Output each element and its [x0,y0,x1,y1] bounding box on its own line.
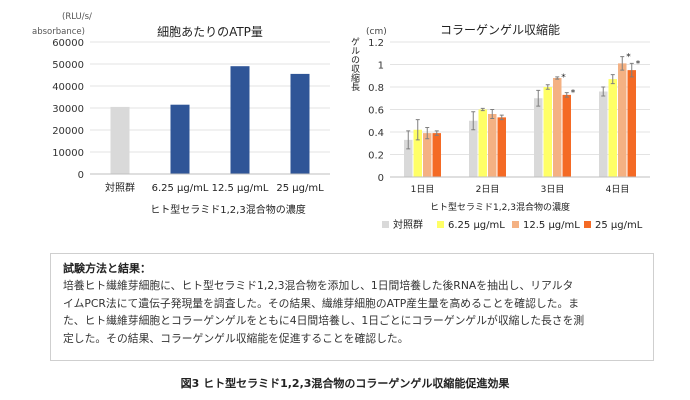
legend-label: 6.25 μg/mL [448,220,505,231]
legend-swatch [512,221,519,228]
y-tick-label: 0 [78,170,84,181]
x-tick-label: 3日目 [541,184,565,195]
method-results-body: 培養ヒト繊維芽細胞に、ヒト型セラミド1,2,3混合物を添加し、1日間培養した後R… [63,279,585,345]
y-tick-label: 40000 [52,82,84,93]
bar-series-2-cat-2 [553,78,562,177]
y-tick-label: 0.8 [368,83,384,94]
x-axis-label: ヒト型セラミド1,2,3混合物の濃度 [430,201,570,213]
x-tick-label: 12.5 μg/mL [212,183,269,194]
figure-caption: 図3 ヒト型セラミド1,2,3混合物のコラーゲンゲル収縮能促進効果 [180,377,510,390]
x-axis-label: ヒト型セラミド1,2,3混合物の濃度 [150,203,305,216]
legend-label: 25 μg/mL [595,220,643,231]
bar-series-2-cat-0 [423,133,432,177]
bar-series-0-cat-2 [534,98,543,177]
chart-title: 細胞あたりのATP量 [157,25,263,39]
y-axis-label-line-2: absorbance) [32,27,85,37]
y-tick-label: 0.4 [368,128,384,139]
bar-series-2-cat-1 [488,114,497,177]
y-tick-label: 1.2 [368,38,384,49]
bar-series-0-cat-3 [599,91,608,177]
bar-series-1-cat-2 [543,87,552,177]
chart-title: コラーゲンゲル収縮能 [440,22,560,37]
bar-series-3-cat-0 [432,133,441,177]
legend-label: 12.5 μg/mL [523,220,580,231]
bar-3 [290,73,310,174]
method-results-box: 試験方法と結果： 培養ヒト繊維芽細胞に、ヒト型セラミド1,2,3混合物を添加し、… [50,253,654,361]
legend-item-1: 6.25 μg/mL [437,220,505,231]
bar-series-3-cat-1 [497,117,506,177]
x-tick-label: 1日目 [411,184,435,195]
y-tick-label: 1 [378,61,384,72]
x-tick-label: 6.25 μg/mL [152,183,209,194]
bar-series-1-cat-0 [413,129,422,177]
bar-0 [110,106,130,174]
significance-mark: * [571,89,576,99]
legend-swatch [584,221,591,228]
y-axis-unit: (cm) [366,27,387,37]
bar-series-1-cat-1 [478,109,487,177]
y-axis-label: ゲルの収縮長 [349,37,360,92]
y-tick-label: 60000 [52,38,84,49]
legend-label: 対照群 [393,218,423,231]
y-tick-label: 0 [378,173,384,184]
y-tick-label: 30000 [52,104,84,115]
y-tick-label: 50000 [52,60,84,71]
y-tick-label: 10000 [52,148,84,159]
x-tick-label: 4日目 [606,184,630,195]
y-tick-label: 20000 [52,126,84,137]
significance-mark: * [636,59,641,69]
bar-1 [170,104,190,174]
atp-chart: 細胞あたりのATP量 (RLU/s/ absorbance) 0 10000 200… [32,12,330,216]
bar-series-3-cat-2 [562,94,571,177]
y-tick-label: 0.2 [368,151,384,162]
bar-2 [230,66,250,174]
significance-mark: * [626,53,631,63]
bar-series-1-cat-3 [608,79,617,177]
significance-mark: * [561,73,566,83]
legend-item-2: 12.5 μg/mL [512,220,580,231]
x-tick-label: 25 μg/mL [276,183,324,194]
legend-swatch [437,221,444,228]
x-tick-label: 2日目 [476,184,500,195]
bar-series-3-cat-3 [627,70,636,177]
legend-item-0: 対照群 [382,218,423,231]
y-axis-label-line-1: (RLU/s/ [62,12,92,22]
x-tick-label: 対照群 [105,181,135,194]
bar-series-0-cat-1 [469,120,478,177]
method-results-heading: 試験方法と結果： [63,262,151,275]
gel-contraction-chart: コラーゲンゲル収縮能 (cm) ゲルの収縮長 0 0.2 0.4 0.6 0.8 1 1.2… [349,22,650,231]
legend-swatch [382,221,389,228]
bar-series-0-cat-0 [404,139,413,177]
legend-item-3: 25 μg/mL [584,220,643,231]
y-tick-label: 0.6 [368,106,384,117]
bar-series-2-cat-3 [618,63,627,177]
